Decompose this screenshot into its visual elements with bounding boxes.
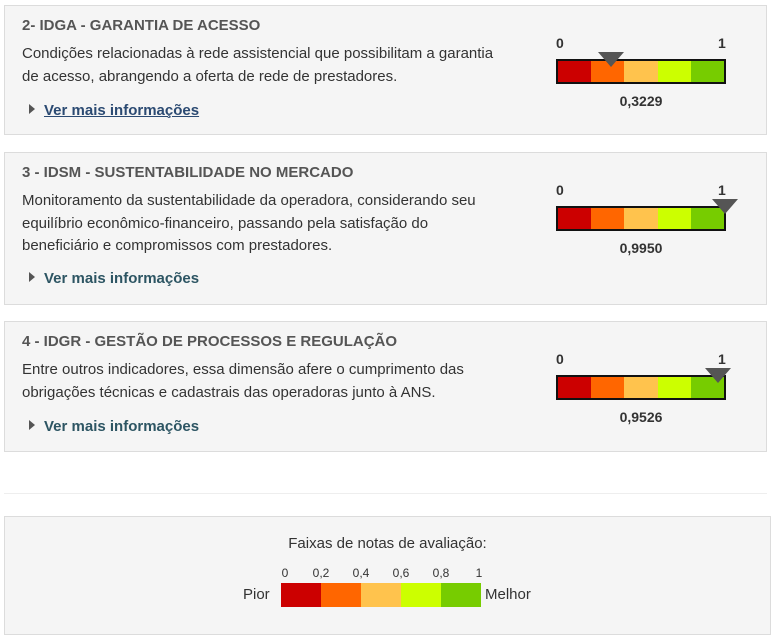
- card-description: Monitoramento da sustentabilidade da ope…: [22, 192, 476, 254]
- legend-worst-label: Pior: [243, 586, 270, 603]
- gauge-segment: [558, 61, 592, 82]
- card-title: 4 - IDGR - GESTÃO DE PROCESSOS E REGULAÇ…: [22, 333, 398, 350]
- gauge-min-label: 0: [556, 182, 564, 198]
- gauge-max-label: 1: [718, 351, 726, 367]
- gauge-segment: [558, 208, 592, 229]
- caret-right-icon: [29, 420, 35, 430]
- legend-tick: 0,6: [392, 566, 410, 580]
- gauge-max-label: 1: [718, 182, 726, 198]
- more-info-link[interactable]: Ver mais informações: [29, 418, 199, 435]
- gauge-marker: [704, 368, 731, 383]
- more-info-label: Ver mais informações: [44, 102, 200, 119]
- card-description: Condições relacionadas à rede assistenci…: [22, 45, 494, 85]
- rating-legend: Faixas de notas de avaliação: 0 0,2 0,4 …: [4, 516, 771, 635]
- gauge-marker: [712, 199, 739, 214]
- dimension-card-idgr: 4 - IDGR - GESTÃO DE PROCESSOS E REGULAÇ…: [4, 321, 767, 452]
- section-divider: [4, 493, 767, 494]
- legend-segment: [281, 583, 321, 607]
- gauge-segment: [657, 377, 691, 398]
- gauge-segment: [558, 377, 592, 398]
- legend-title: Faixas de notas de avaliação:: [288, 535, 487, 552]
- legend-segment: [361, 583, 401, 607]
- legend-best-label: Melhor: [485, 586, 531, 603]
- legend-ticks: 0 0,2 0,4 0,6 0,8 1: [281, 566, 483, 580]
- legend-tick: 0: [281, 566, 289, 580]
- gauge-bar: [556, 206, 726, 231]
- caret-right-icon: [29, 104, 35, 114]
- gauge-marker: [597, 52, 624, 67]
- gauge-segment: [657, 61, 691, 82]
- legend-tick: 0,8: [432, 566, 450, 580]
- score-value: 0,3229: [619, 93, 663, 109]
- caret-right-icon: [29, 272, 35, 282]
- gauge-segment: [624, 208, 658, 229]
- more-info-label: Ver mais informações: [44, 418, 200, 435]
- gauge-max-label: 1: [718, 35, 726, 51]
- legend-tick: 1: [475, 566, 483, 580]
- gauge-segment: [624, 377, 658, 398]
- score-value: 0,9950: [619, 240, 663, 256]
- legend-tick: 0,4: [352, 566, 370, 580]
- more-info-link[interactable]: Ver mais informações: [29, 102, 199, 119]
- card-title: 2- IDGA - GARANTIA DE ACESSO: [22, 17, 261, 34]
- gauge-segment: [624, 61, 658, 82]
- score-gauge: 0 1 0,9526: [556, 351, 731, 429]
- more-info-link[interactable]: Ver mais informações: [29, 270, 199, 287]
- score-value: 0,9526: [619, 409, 663, 425]
- gauge-bar: [556, 59, 726, 84]
- gauge-segment: [657, 208, 691, 229]
- more-info-label: Ver mais informações: [44, 270, 200, 287]
- legend-segment: [401, 583, 441, 607]
- gauge-min-label: 0: [556, 351, 564, 367]
- gauge-segment: [591, 208, 625, 229]
- legend-segment: [441, 583, 481, 607]
- legend-row: Pior Melhor: [5, 583, 770, 607]
- score-gauge: 0 1 0,9950: [556, 182, 739, 260]
- gauge-segment: [690, 61, 725, 82]
- card-description: Entre outros indicadores, essa dimensão …: [22, 361, 464, 401]
- dimension-card-idga: 2- IDGA - GARANTIA DE ACESSO Condições r…: [4, 5, 767, 135]
- gauge-segment: [591, 377, 625, 398]
- legend-segment: [321, 583, 361, 607]
- gauge-min-label: 0: [556, 35, 564, 51]
- legend-tick: 0,2: [312, 566, 330, 580]
- card-title: 3 - IDSM - SUSTENTABILIDADE NO MERCADO: [22, 164, 354, 181]
- gauge-bar: [556, 375, 726, 400]
- dimension-card-idsm: 3 - IDSM - SUSTENTABILIDADE NO MERCADO M…: [4, 152, 767, 305]
- score-gauge: 0 1 0,3229: [556, 35, 726, 113]
- legend-color-bar: [281, 583, 481, 607]
